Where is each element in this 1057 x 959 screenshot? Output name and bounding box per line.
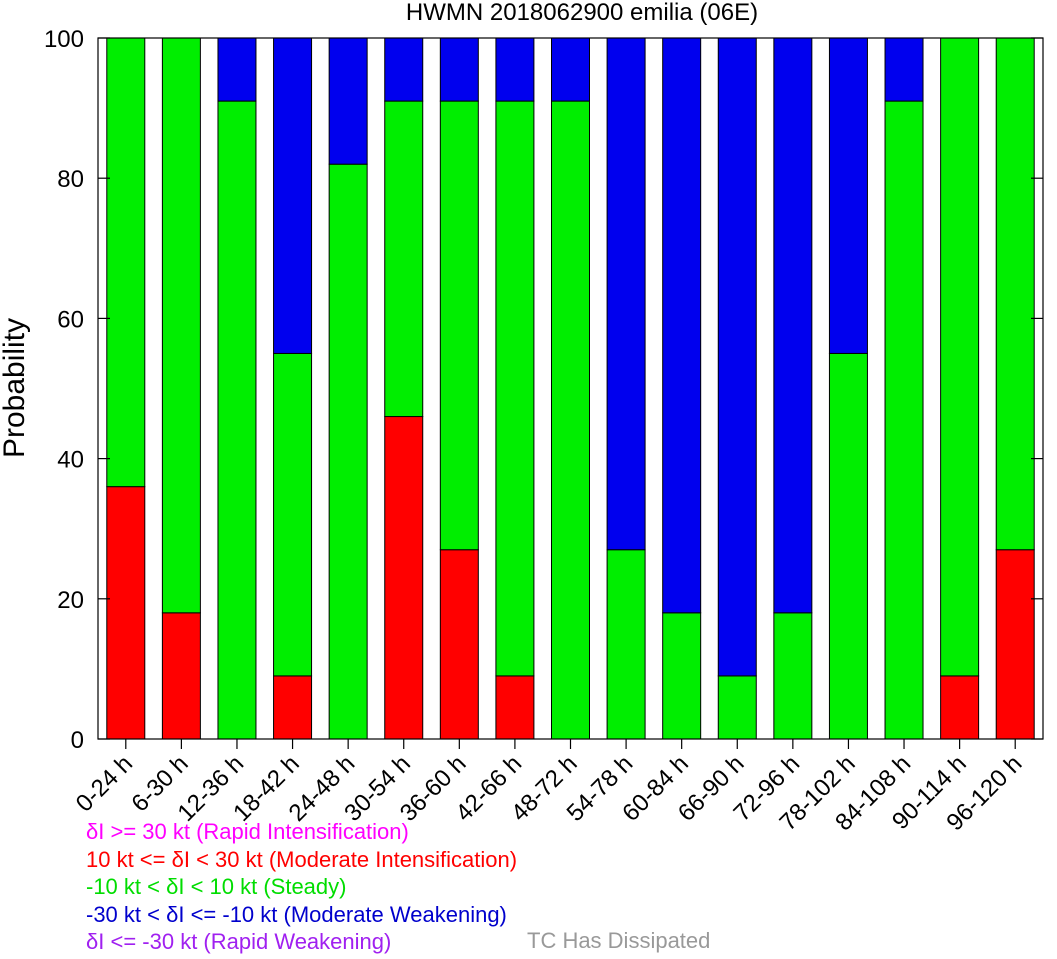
bar-78-102h-series-2: [828, 37, 868, 354]
bar-24-48h-series-1: [328, 163, 368, 740]
bar-36-60h-series-1: [439, 100, 479, 551]
bar-12-36h-series-2: [217, 37, 257, 102]
bar-48-72h-series-1: [551, 100, 590, 740]
y-tick-label: 20: [57, 587, 84, 614]
bar-66-90h-series-2: [717, 37, 757, 677]
bar-18-42h-series-2: [273, 37, 313, 354]
bar-12-36h-series-1: [217, 100, 257, 740]
y-tick-label: 0: [71, 727, 84, 754]
bar-90-114h-series-0: [940, 675, 980, 740]
bar-36-60h-series-2: [439, 37, 479, 102]
bar-72-96h-series-2: [773, 37, 813, 614]
bar-6-30h-series-1: [161, 37, 201, 614]
bar-6-30h-series-0: [161, 612, 201, 740]
bar-42-66h-series-1: [495, 100, 535, 677]
bar-18-42h-series-0: [273, 675, 313, 740]
legend: δI >= 30 kt (Rapid Intensification) 10 kt…: [86, 818, 517, 956]
bar-84-108h-series-1: [884, 100, 924, 740]
bar-54-78h-series-1: [606, 549, 646, 740]
bar-84-108h-series-2: [884, 37, 924, 102]
legend-entry-4: δI <= -30 kt (Rapid Weakening): [86, 929, 392, 954]
bar-30-54h-series-0: [384, 416, 424, 740]
bar-42-66h-series-0: [495, 675, 535, 740]
legend-entry-0: δI >= 30 kt (Rapid Intensification): [86, 819, 409, 844]
bar-66-90h-series-1: [717, 675, 757, 740]
bar-90-114h-series-1: [940, 37, 980, 677]
bar-36-60h-series-0: [439, 549, 479, 740]
bar-30-54h-series-2: [384, 37, 424, 102]
legend-entry-2: -10 kt < δI < 10 kt (Steady): [86, 874, 347, 899]
bar-60-84h-series-1: [662, 612, 702, 740]
dissipated-label: TC Has Dissipated: [527, 928, 711, 953]
bar-48-72h-series-2: [551, 37, 590, 102]
bar-0-24h-series-0: [106, 486, 146, 740]
bars: [106, 37, 1035, 740]
legend-entry-1: 10 kt <= δI < 30 kt (Moderate Intensific…: [86, 846, 518, 872]
bar-30-54h-series-1: [384, 100, 424, 418]
y-tick-label: 40: [57, 447, 84, 474]
bar-0-24h-series-1: [106, 37, 146, 488]
bar-18-42h-series-1: [273, 352, 313, 677]
bar-60-84h-series-2: [662, 37, 702, 614]
y-tick-label: 60: [57, 306, 84, 333]
bar-42-66h-series-2: [495, 37, 535, 102]
bar-72-96h-series-1: [773, 612, 813, 740]
y-tick-label: 100: [44, 26, 84, 53]
bar-54-78h-series-2: [606, 37, 646, 551]
chart-title: HWMN 2018062900 emilia (06E): [406, 0, 758, 26]
x-tick-label: 0-24 h: [71, 750, 138, 817]
bar-24-48h-series-2: [328, 37, 368, 165]
y-ticks: 0 20 40 60 80 100: [44, 26, 1043, 754]
y-tick-label: 80: [57, 166, 84, 193]
bar-96-120h-series-1: [995, 37, 1035, 551]
bar-96-120h-series-0: [995, 549, 1035, 740]
bar-78-102h-series-1: [828, 352, 868, 740]
legend-entry-3: -30 kt < δI <= -10 kt (Moderate Weakenin…: [86, 901, 507, 927]
y-axis-label: Probability: [0, 318, 31, 458]
